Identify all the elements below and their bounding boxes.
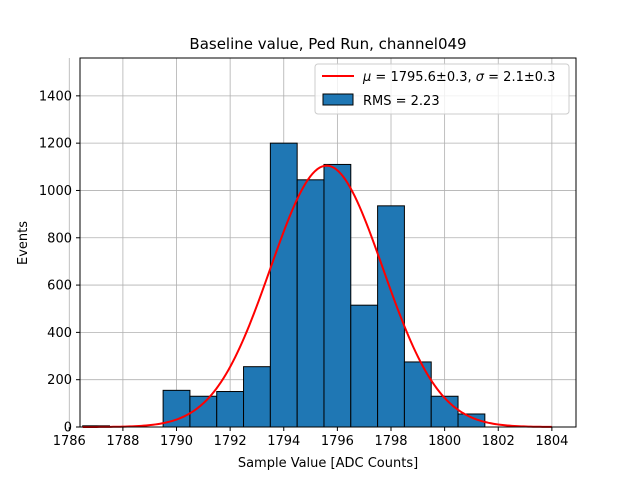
fit-curve-group: [82, 164, 552, 428]
histogram-bar: [216, 391, 245, 428]
legend-box: [314, 63, 570, 115]
axis-ticks: 1786 1788 1790 1792 1794 1796 1798 1800 1802 1804…: [39, 89, 569, 449]
histogram-bar: [243, 366, 271, 428]
legend-hist-label: RMS = 2.23: [363, 94, 440, 109]
legend: μ = 1795.6±0.3, σ = 2.1±0.3 RMS = 2.23: [314, 63, 570, 115]
legend-mu-symbol: μ: [362, 70, 371, 85]
histogram-bar: [296, 179, 325, 428]
y-tick-label: 800: [47, 231, 72, 246]
y-axis-title: Events: [16, 221, 31, 265]
x-tick-label: 1792: [214, 434, 247, 449]
legend-mu-value: = 1795.6±0.3,: [371, 70, 475, 85]
x-tick-label: 1786: [53, 434, 86, 449]
x-tick-label: 1800: [428, 434, 461, 449]
y-tick-label: 1400: [39, 89, 72, 104]
y-tick-label: 400: [47, 326, 72, 341]
histogram-bars: [82, 142, 486, 428]
x-tick-label: 1788: [106, 434, 139, 449]
legend-sigma-value: = 2.1±0.3: [484, 70, 555, 85]
plot-frame: [79, 57, 577, 428]
y-tick-label: 1200: [39, 137, 72, 152]
chart-title: Baseline value, Ped Run, channel049: [189, 35, 466, 53]
legend-sigma-symbol: σ: [476, 70, 485, 85]
histogram-bar: [430, 395, 459, 428]
y-tick-label: 600: [47, 279, 72, 294]
x-axis-title: Sample Value [ADC Counts]: [238, 456, 418, 471]
gaussian-fit-curve: [82, 164, 552, 428]
y-tick-label: 1000: [39, 184, 72, 199]
y-tick-label: 0: [64, 421, 72, 436]
x-tick-label: 1794: [267, 434, 300, 449]
legend-hist-swatch: [322, 93, 354, 106]
x-tick-label: 1802: [482, 434, 515, 449]
y-tick-label: 200: [47, 373, 72, 388]
histogram-bar: [323, 163, 352, 428]
x-tick-label: 1804: [535, 434, 568, 449]
histogram-bar: [269, 142, 298, 428]
x-tick-label: 1798: [374, 434, 407, 449]
histogram-bar: [403, 361, 432, 428]
legend-fit-label: μ = 1795.6±0.3, σ = 2.1±0.3: [362, 70, 555, 85]
histogram-bar: [350, 304, 379, 428]
x-tick-label: 1796: [321, 434, 354, 449]
x-tick-label: 1790: [160, 434, 193, 449]
